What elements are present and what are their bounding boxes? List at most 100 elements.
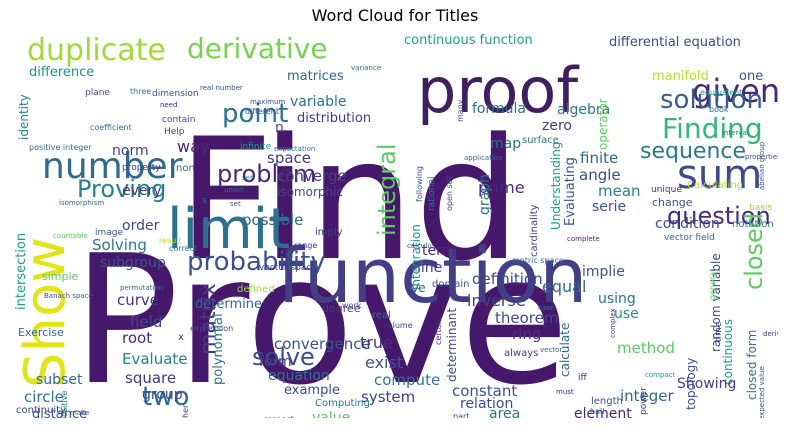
word-computing: Computing [315, 398, 370, 409]
word-continuous: continuous [721, 319, 735, 385]
word-two: two [142, 382, 189, 412]
word-isomorphism: isomorphism [59, 199, 104, 207]
word-permutation: permutation [120, 284, 163, 292]
word-form: form [259, 354, 292, 370]
word-unique: unique [651, 185, 682, 195]
word-equivalent: equivalent [700, 88, 742, 97]
word-element: element [574, 406, 632, 418]
word-vector-space: vector space [259, 263, 317, 273]
word-positive-integer: positive integer [29, 143, 92, 152]
word-notation: notation [732, 219, 774, 230]
word-imply: imply [315, 227, 343, 238]
word-help: Help [164, 127, 185, 137]
word-infinite: infinite [240, 142, 272, 152]
word-compute: compute [374, 371, 440, 389]
word-certain: certain [434, 317, 443, 345]
word-problem: problem [217, 160, 316, 188]
chart-title: Word Cloud for Titles [311, 6, 479, 25]
word-exist: exist [365, 353, 403, 372]
word-change: change [652, 196, 693, 209]
word-sphere: sphere [390, 416, 441, 418]
word-s: s [202, 196, 207, 206]
word-square: square [125, 369, 176, 387]
word-volume: volume [383, 321, 413, 330]
word-part: part [453, 412, 469, 418]
word-interval: interval [722, 129, 749, 137]
word-closed: closed [740, 213, 768, 290]
word-expectation: expectation [274, 145, 315, 153]
word-relation: relation [460, 396, 513, 412]
word-limit: limit [167, 197, 290, 262]
word-make: make [70, 409, 89, 417]
word-plane: plane [85, 88, 110, 98]
word-mean: mean [598, 182, 641, 200]
word-integral: integral [373, 143, 401, 236]
word-coefficient: coefficient [90, 123, 132, 132]
word-need: need [160, 101, 178, 109]
word-proof: proof [417, 54, 580, 127]
word-image: image [95, 228, 123, 238]
word-norm: norm [112, 143, 149, 159]
word-iff: iff [578, 373, 588, 383]
word-non: non [176, 163, 195, 174]
word-possible: possible [242, 211, 303, 229]
word-simple: simple [42, 270, 79, 283]
word-calculating: Calculating [687, 180, 743, 191]
word-x: x [178, 332, 184, 343]
word-difference: difference [29, 65, 94, 80]
word-serie: serie [592, 199, 626, 215]
word-real: real [372, 310, 391, 321]
word-complete: complete [567, 235, 600, 243]
word-union: union [224, 186, 244, 194]
word-determine: determine [195, 297, 262, 312]
word-solving: Solving [92, 236, 147, 254]
word-correct: correct [169, 244, 197, 253]
word-another: another [181, 404, 190, 418]
word-surface: surface [522, 135, 559, 146]
word-every: every [122, 183, 162, 199]
word-field: field [130, 313, 162, 331]
word-way: way [177, 137, 209, 156]
word-variance: variance [351, 64, 381, 72]
word-use: use [614, 306, 639, 322]
word-power: power [639, 387, 649, 415]
word-three: three [130, 87, 151, 96]
word-graph: graph [477, 174, 493, 215]
word-rational: rational [427, 177, 437, 211]
word-root: root [122, 329, 152, 347]
word-must: must [556, 388, 574, 396]
word-expression: expression [190, 324, 233, 333]
word-complex: complex [609, 308, 617, 338]
word-evaluating: Evaluating [563, 157, 578, 226]
word-differential-equation: differential equation [609, 35, 741, 50]
word-vector-field: vector field [664, 233, 715, 243]
word-subgroup: subgroup [100, 255, 166, 271]
word-property: property [122, 163, 161, 173]
word-derivative: derivative [187, 32, 328, 65]
word-integer: integer [620, 387, 675, 405]
word-expected-value: expected value [758, 366, 766, 418]
word-point: point [222, 99, 288, 129]
word-continuous-function: continuous function [404, 33, 533, 48]
word-cloud-canvas: ProveFindfunctionShowproofsetlimitnumber… [13, 32, 778, 418]
word-show: Show [13, 237, 78, 388]
word-one: one [739, 69, 763, 84]
word-different: different [245, 107, 279, 116]
word-function: function [277, 231, 587, 320]
word-equation: equation [268, 368, 330, 384]
word-understanding: Understanding [549, 142, 563, 230]
word-book: book [709, 105, 729, 114]
word-question: question [667, 202, 771, 230]
word-probability: probability [187, 247, 326, 277]
word-formula: formula [472, 101, 526, 117]
word-ball: ball [590, 407, 604, 416]
word-determinant: determinant [445, 308, 459, 382]
word-calculate: calculate [558, 323, 572, 377]
word-cloud: Prove Find function Show proof set limit number… [12, 30, 778, 418]
word-contain: contain [162, 115, 195, 125]
word-finding: Finding [662, 112, 763, 145]
word-result: result [159, 236, 182, 245]
word-solve: solve [252, 343, 315, 371]
word-method: method [617, 339, 675, 357]
word-respect: respect [264, 415, 294, 418]
